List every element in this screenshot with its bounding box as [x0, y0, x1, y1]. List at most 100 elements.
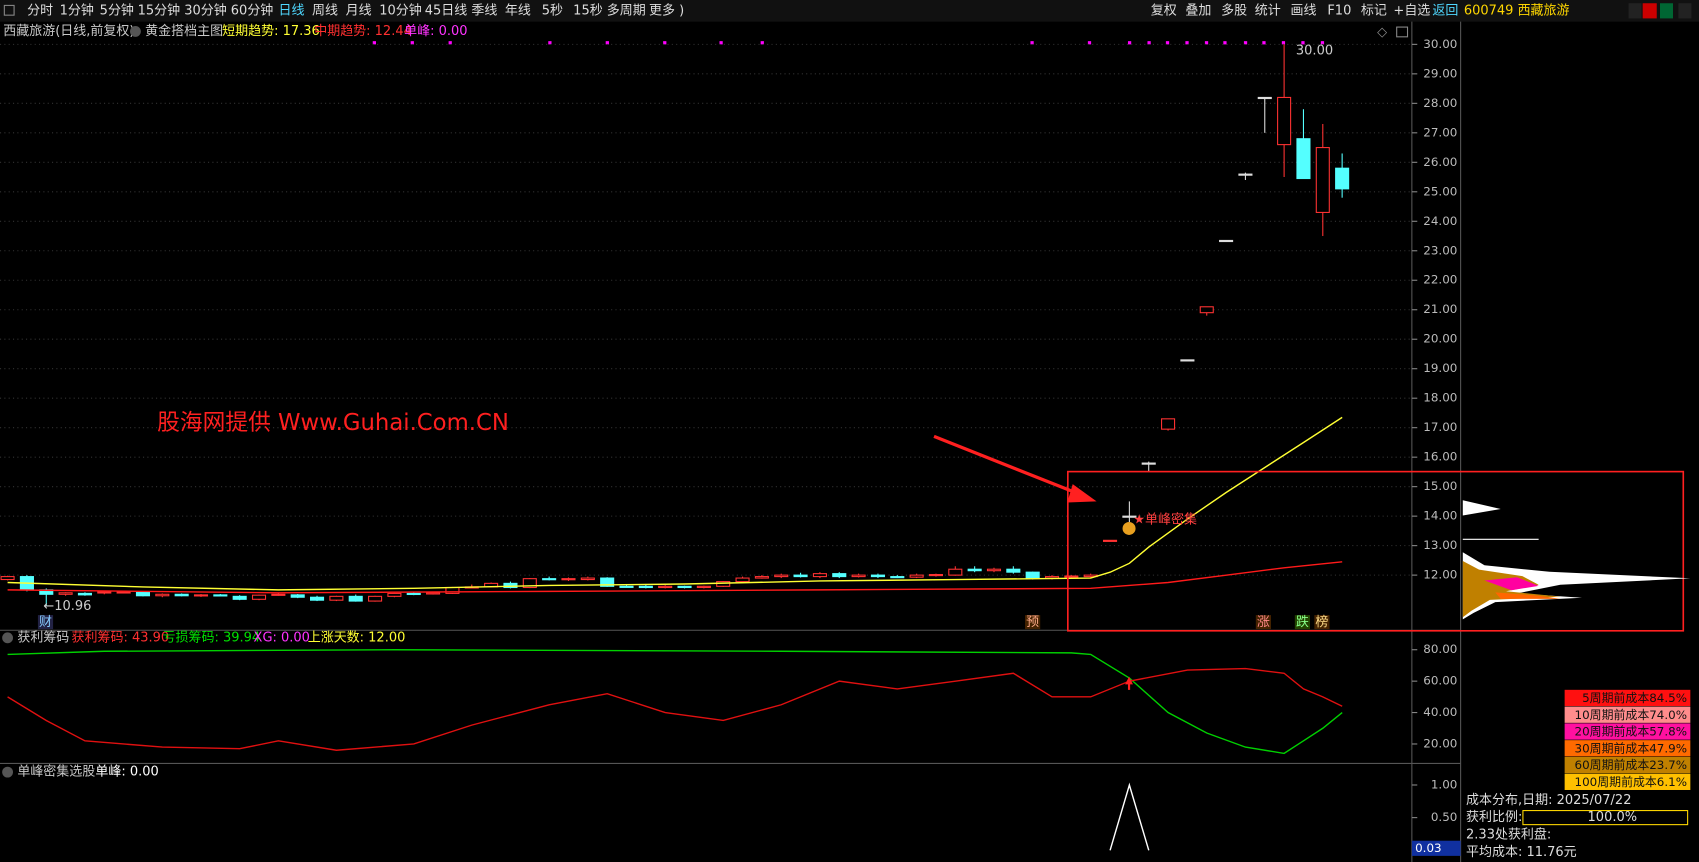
candle-body	[1006, 568, 1021, 573]
toolbar-item[interactable]: 多周期	[607, 3, 646, 18]
candle-body	[967, 568, 982, 572]
cost-legend-label: 20周期前成本57.8%	[1575, 725, 1688, 739]
icon[interactable]	[1396, 26, 1409, 38]
cluster-label: ★单峰密集	[1133, 511, 1197, 527]
toolbar-item[interactable]: 返回	[1432, 3, 1458, 18]
event-tag-label[interactable]: 预	[1026, 615, 1039, 630]
toolbar-item[interactable]: 15分钟	[138, 2, 181, 18]
toolbar-item[interactable]: 统计	[1255, 3, 1281, 18]
y-tick-label: 30.00	[1423, 37, 1457, 51]
event-tag-label[interactable]: 跌	[1296, 614, 1309, 630]
current-value: 0.03	[1415, 841, 1442, 855]
y-tick-label: 22.00	[1423, 273, 1457, 287]
toolbar-item[interactable]: 60分钟	[231, 2, 274, 18]
candle-body	[735, 577, 750, 583]
cost-legend-label: 60周期前成本23.7%	[1575, 758, 1688, 772]
candle-body	[155, 593, 170, 597]
toolbar-item[interactable]: 年线	[505, 3, 531, 18]
candle-body	[1335, 167, 1350, 190]
cost-legend-label: 5周期前成本84.5%	[1582, 691, 1687, 705]
cost-legend-label: 10周期前成本74.0%	[1575, 708, 1688, 722]
candle-body	[329, 595, 344, 601]
tool-icon[interactable]	[1642, 3, 1657, 19]
candle-body	[774, 574, 789, 578]
peak-markers	[372, 41, 1325, 45]
candle-body	[1238, 173, 1253, 176]
icon[interactable]: ◇	[1377, 25, 1387, 40]
candle-body	[754, 576, 769, 579]
legend: 上涨天数: 12.00	[308, 630, 406, 645]
candle-body	[1296, 138, 1311, 180]
candle-body	[232, 595, 247, 600]
candle-body	[696, 585, 711, 589]
toolbar-item[interactable]: +自选	[1393, 3, 1430, 18]
tool-icon[interactable]	[1659, 3, 1673, 19]
highlight-box	[1067, 470, 1685, 632]
toolbar-item[interactable]: 5分钟	[100, 2, 134, 18]
event-tag[interactable]	[1294, 615, 1311, 630]
candle-body	[271, 593, 286, 596]
legend-peak: 单峰: 0.00	[404, 24, 467, 39]
high-label: 30.00	[1296, 43, 1333, 58]
cost-legend-box	[1564, 773, 1691, 790]
candle-body	[193, 594, 209, 597]
tool-icon[interactable]	[1678, 3, 1692, 19]
y-tick-label: 18.00	[1423, 391, 1457, 405]
event-tag[interactable]	[1025, 615, 1041, 630]
event-tag-label[interactable]: 财	[39, 615, 52, 630]
y-tick-label: 1.00	[1431, 777, 1458, 791]
y-tick-label: 17.00	[1423, 420, 1457, 434]
toolbar-item[interactable]: 5秒	[542, 3, 563, 18]
legend-short: 短期趋势: 17.36	[222, 23, 320, 39]
ratio-label: 获利比例:	[1466, 810, 1522, 825]
event-tag[interactable]	[1255, 615, 1271, 630]
toolbar-item[interactable]: 多股	[1221, 3, 1247, 18]
candle-body	[406, 592, 421, 596]
candle-body	[986, 568, 1002, 572]
y-tick-label: 14.00	[1423, 509, 1457, 523]
event-tag-label[interactable]: 榜	[1315, 614, 1328, 630]
toolbar-item[interactable]: 叠加	[1185, 3, 1211, 18]
toggle[interactable]	[130, 25, 141, 37]
ratio-value: 100.0%	[1588, 810, 1638, 825]
toolbar-item[interactable]: 月线	[346, 3, 372, 18]
event-tag[interactable]	[37, 615, 54, 630]
toolbar-item[interactable]: 45日线	[425, 3, 468, 18]
toolbar-item[interactable]: 季线	[471, 3, 497, 18]
cost-legend-box	[1564, 689, 1691, 707]
y-tick-label: 29.00	[1423, 66, 1457, 80]
toggle[interactable]	[2, 632, 14, 644]
toolbar-item[interactable]: 10分钟	[379, 2, 422, 18]
legend: 获利筹码: 43.90	[72, 629, 170, 645]
toolbar-item[interactable]: 周线	[312, 3, 338, 18]
current-value-box	[1411, 840, 1461, 856]
money-icon	[1122, 521, 1136, 535]
toolbar-item[interactable]: 30分钟	[184, 2, 227, 18]
event-tag-label[interactable]: 涨	[1257, 615, 1270, 630]
y-tick-label: 80.00	[1423, 642, 1457, 656]
toolbar-item[interactable]: 复权	[1151, 2, 1177, 18]
toolbar-item[interactable]: 更多 )	[649, 3, 684, 18]
toggle[interactable]	[2, 766, 14, 778]
toolbar-item[interactable]: 日线	[278, 3, 304, 18]
toolbar-item[interactable]: 分时	[27, 3, 53, 18]
menu-icon[interactable]	[3, 4, 15, 16]
trend-line	[7, 561, 1343, 594]
toolbar-item[interactable]: 标记	[1361, 3, 1387, 18]
event-tag[interactable]	[1314, 615, 1330, 630]
toolbar-item[interactable]: 1分钟	[60, 2, 94, 18]
toolbar-item[interactable]: 15秒	[573, 3, 603, 18]
candle-body	[1141, 462, 1156, 465]
y-tick-label: 13.00	[1423, 538, 1457, 552]
y-tick-label: 40.00	[1423, 705, 1457, 719]
tool-icon[interactable]	[1628, 3, 1642, 19]
toolbar-item[interactable]: 画线	[1291, 3, 1317, 18]
candle-body	[97, 591, 112, 594]
y-tick-label: 24.00	[1423, 214, 1457, 228]
toolbar-item[interactable]: F10	[1327, 3, 1351, 18]
watermark: 股海网提供 Www.Guhai.Com.CN	[157, 410, 509, 436]
candle-body	[251, 594, 267, 600]
indicator-name: 黄金搭档主图	[145, 23, 223, 39]
candle-body	[1180, 359, 1195, 362]
